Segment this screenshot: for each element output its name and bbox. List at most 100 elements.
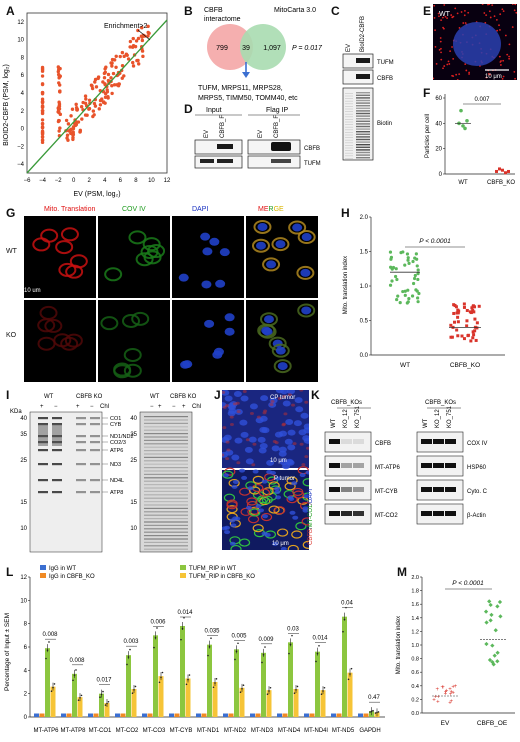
a-point (137, 62, 141, 66)
l-bar (120, 713, 126, 717)
m-point-oe (493, 628, 498, 633)
svg-text:60: 60 (435, 96, 442, 102)
l-category: MT-ATP6 (34, 728, 60, 734)
g-cell-1-3 (246, 300, 318, 382)
m-point-ev: + (440, 685, 444, 691)
a-xtick: 0 (72, 178, 76, 184)
h-points (388, 250, 481, 343)
g-cell-0-2 (172, 216, 244, 298)
l-bar (153, 635, 158, 717)
h-point-wt (415, 264, 419, 268)
m-point-ev: + (450, 689, 454, 695)
a-point (56, 110, 60, 114)
l-bar (358, 713, 363, 717)
b-left-title-1: CBFB (204, 7, 223, 14)
b-genes-1: TUFM, MRPS11, MRPS28, (198, 85, 283, 92)
l-category: MT-CYB (170, 728, 193, 734)
l-bar (158, 676, 164, 717)
l-bar (142, 713, 147, 717)
m-point-oe (497, 599, 503, 605)
m-point-oe (489, 612, 494, 617)
a-points (40, 24, 151, 145)
l-bar (72, 673, 77, 717)
panel-g-grid: Mito. Translation COV IV DAPI MERGE WT K… (6, 206, 320, 382)
h-point-wt (388, 250, 393, 254)
m-point-ev: + (435, 687, 439, 693)
m-point-oe (483, 609, 489, 614)
l-category: MT-ND3 (251, 728, 274, 734)
a-point (56, 65, 61, 69)
l-bar (342, 616, 347, 717)
a-point (98, 103, 103, 107)
g-cell-0-1 (98, 216, 170, 298)
panel-label-m: M (397, 565, 407, 579)
panel-label-k: K (311, 388, 320, 402)
a-point (136, 28, 140, 33)
a-point (101, 80, 105, 84)
m-point-ev: + (448, 687, 452, 693)
a-xtick: −2 (55, 178, 63, 184)
a-point (131, 64, 136, 68)
a-point (114, 54, 118, 58)
m-point-ev: + (444, 692, 448, 698)
svg-text:35: 35 (20, 432, 27, 438)
d-lane-4: CBFB_F (274, 115, 280, 138)
h-ylabel: Mito. translation index (343, 256, 349, 314)
h-point-wt (395, 297, 399, 302)
a-annotation: Enrichment>2 (104, 23, 147, 30)
a-point (122, 54, 126, 59)
h-point-ko (471, 330, 475, 334)
i-sign-3: + (76, 404, 80, 410)
panel-b-venn: CBFB interactome MitoCarta 3.0 799 39 1,… (198, 7, 323, 102)
l-bar (207, 644, 212, 717)
svg-text:15: 15 (130, 500, 137, 506)
a-point (40, 132, 45, 136)
m-point-oe (498, 614, 503, 619)
svg-text:0.0: 0.0 (411, 711, 419, 717)
a-xtick: −6 (24, 178, 32, 184)
i-band-label: CO1 (110, 416, 121, 422)
m-point-oe (495, 659, 500, 664)
panel-label-c: C (331, 4, 340, 18)
d-input: Input (206, 107, 222, 114)
a-point (140, 38, 145, 43)
svg-text:1.4: 1.4 (411, 616, 419, 622)
a-point (103, 92, 108, 96)
l-bar (104, 703, 110, 717)
a-point (131, 60, 135, 65)
h-point-wt (416, 268, 420, 272)
svg-text:2.0: 2.0 (360, 215, 369, 221)
m-point-ev: + (432, 697, 436, 703)
a-point (114, 65, 118, 69)
a-point (131, 36, 135, 41)
a-xticks: −6 −4 −2 0 2 4 6 8 10 12 (24, 178, 171, 184)
h-point-wt (416, 296, 420, 300)
a-point (64, 118, 69, 123)
a-point (146, 24, 150, 29)
i-band-label: ND3 (110, 462, 121, 468)
l-pvalue: 0.03 (287, 626, 299, 632)
f-point-ko (507, 169, 510, 173)
a-point (110, 91, 114, 96)
l-bar (282, 713, 288, 717)
a-point (134, 39, 139, 43)
a-point (58, 126, 62, 130)
f-point-wt (465, 119, 469, 123)
svg-text:1.8: 1.8 (411, 589, 419, 595)
a-point (40, 68, 45, 72)
l-bar (174, 713, 180, 717)
h-point-ko (473, 329, 477, 333)
a-point (94, 85, 99, 89)
f-point-ko (498, 167, 501, 171)
l-legend-item: TUFM_RIP in WT (189, 566, 237, 572)
l-bar (347, 672, 353, 717)
m-pvalue: P < 0.0001 (452, 580, 484, 587)
m-cat-ev: EV (441, 720, 450, 727)
svg-text:10: 10 (20, 526, 27, 532)
h-point-ko (456, 320, 460, 324)
panel-label-j: J (214, 388, 221, 402)
k-right-label: COX IV (467, 441, 487, 447)
a-point (40, 100, 45, 105)
i-band-label: CO2/3 (110, 440, 126, 446)
